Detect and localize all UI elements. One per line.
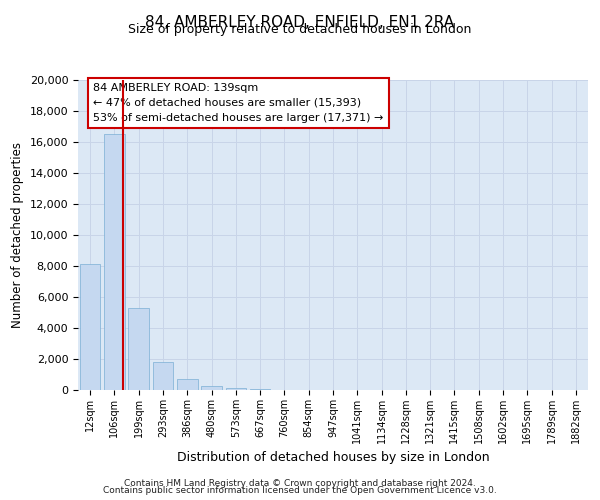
Bar (104, 134, 125, 390)
X-axis label: Distribution of detached houses by size in London: Distribution of detached houses by size … (176, 452, 490, 464)
Bar (226, 388, 246, 390)
Text: 84, AMBERLEY ROAD, ENFIELD, EN1 2RA: 84, AMBERLEY ROAD, ENFIELD, EN1 2RA (145, 15, 455, 30)
Bar (128, 308, 149, 390)
Text: Size of property relative to detached houses in London: Size of property relative to detached ho… (128, 22, 472, 36)
Bar (177, 379, 197, 390)
Text: Contains HM Land Registry data © Crown copyright and database right 2024.: Contains HM Land Registry data © Crown c… (124, 478, 476, 488)
Bar (250, 389, 271, 390)
Bar (152, 362, 173, 390)
Text: Contains public sector information licensed under the Open Government Licence v3: Contains public sector information licen… (103, 486, 497, 495)
Bar (201, 386, 222, 390)
Y-axis label: Number of detached properties: Number of detached properties (11, 142, 24, 328)
Bar (80, 264, 100, 390)
Text: 84 AMBERLEY ROAD: 139sqm
← 47% of detached houses are smaller (15,393)
53% of se: 84 AMBERLEY ROAD: 139sqm ← 47% of detach… (94, 83, 383, 122)
